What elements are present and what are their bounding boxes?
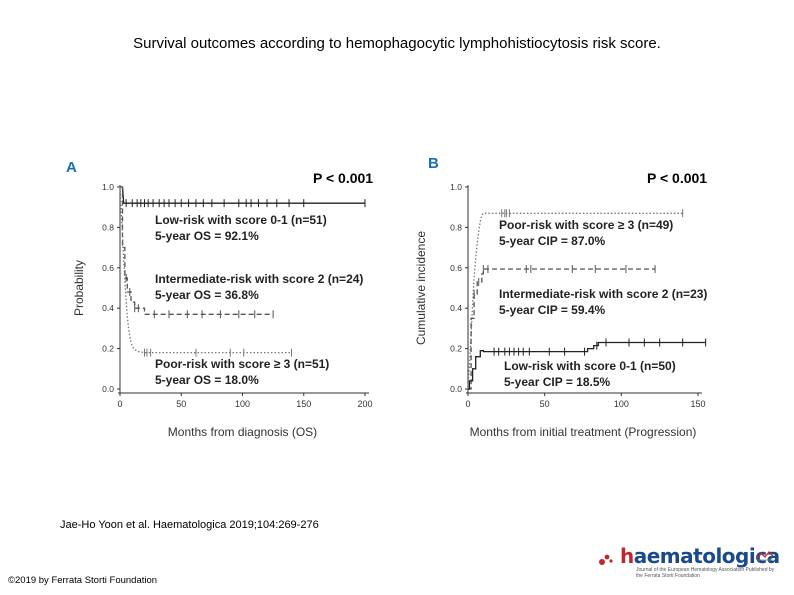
panel-label: A xyxy=(66,159,77,176)
logo-subtitle: Journal of the European Hematology Assoc… xyxy=(636,567,775,579)
x-tick-label: 0 xyxy=(465,399,470,409)
haematologica-logo: haematologica Journal of the European He… xyxy=(598,544,780,580)
series-label: Poor-risk with score ≥ 3 (n=51) xyxy=(155,357,329,371)
panel-b: B P < 0.001 0.0 0.2 0.4 0.6 0.8 1.0 0 50 100 150 Mon… xyxy=(405,150,735,450)
series-solid-line xyxy=(468,341,706,390)
p-value: P < 0.001 xyxy=(647,170,707,186)
x-axis-label: Months from diagnosis (OS) xyxy=(168,425,317,439)
series-dashed-line xyxy=(120,186,274,315)
y-tick-label: 0.8 xyxy=(450,222,462,232)
cif-chart-b: B P < 0.001 0.0 0.2 0.4 0.6 0.8 1.0 0 50 100 150 Mon… xyxy=(414,155,707,439)
x-tick-label: 150 xyxy=(690,399,705,409)
y-tick-label: 1.0 xyxy=(102,182,114,192)
logo-mark-icon xyxy=(599,554,613,565)
km-chart-a: A P < 0.001 0.0 0.2 0.4 0.6 0.8 1.0 0 50 100 150 200… xyxy=(66,159,373,439)
series-5yr-value: 5-year CIP = 59.4% xyxy=(499,303,606,317)
series-label: Intermediate-risk with score 2 (n=23) xyxy=(499,287,707,301)
panel-label: B xyxy=(428,155,439,172)
x-tick-label: 100 xyxy=(235,399,250,409)
citation: Jae-Ho Yoon et al. Haematologica 2019;10… xyxy=(60,519,319,531)
y-axis-label: Cumulative incidence xyxy=(414,231,428,345)
logo-wordmark-rest: aematologica xyxy=(633,544,780,568)
series-5yr-value: 5-year OS = 92.1% xyxy=(155,229,259,243)
y-tick-label: 0.8 xyxy=(102,222,114,232)
slide-title: Survival outcomes according to hemophago… xyxy=(133,35,661,52)
logo-wordmark-h: h xyxy=(620,544,634,568)
logo-wordmark: haematologica xyxy=(620,544,780,568)
series-dashed-line xyxy=(468,268,656,390)
x-tick-label: 0 xyxy=(117,399,122,409)
y-tick-label: 0.4 xyxy=(450,303,462,313)
y-axis-label: Probability xyxy=(72,260,86,316)
series-label: Poor-risk with score ≥ 3 (n=49) xyxy=(499,218,673,232)
x-tick-label: 150 xyxy=(296,399,311,409)
y-tick-label: 0.4 xyxy=(102,303,114,313)
copyright-notice: ©2019 by Ferrata Storti Foundation xyxy=(8,575,158,586)
series-label: Low-risk with score 0-1 (n=51) xyxy=(155,213,327,227)
p-value: P < 0.001 xyxy=(313,170,373,186)
x-axis-label: Months from initial treatment (Progressi… xyxy=(470,425,697,439)
panel-a: A P < 0.001 0.0 0.2 0.4 0.6 0.8 1.0 0 50 100 150 200… xyxy=(60,150,400,450)
x-tick-label: 50 xyxy=(540,399,550,409)
x-tick-label: 50 xyxy=(176,399,186,409)
series-5yr-value: 5-year OS = 36.8% xyxy=(155,288,259,302)
series-5yr-value: 5-year CIP = 18.5% xyxy=(504,375,611,389)
foundation-emblem-icon xyxy=(756,550,774,561)
series-label: Intermediate-risk with score 2 (n=24) xyxy=(155,272,363,286)
y-tick-label: 0.0 xyxy=(102,384,114,394)
y-tick-label: 0.2 xyxy=(450,344,462,354)
series-label: Low-risk with score 0-1 (n=50) xyxy=(504,359,676,373)
x-tick-label: 200 xyxy=(357,399,372,409)
y-tick-label: 1.0 xyxy=(450,182,462,192)
x-tick-label: 100 xyxy=(614,399,629,409)
y-tick-label: 0.2 xyxy=(102,344,114,354)
y-tick-label: 0.0 xyxy=(450,384,462,394)
series-solid-line xyxy=(120,186,365,204)
y-tick-label: 0.6 xyxy=(450,263,462,273)
series-5yr-value: 5-year CIP = 87.0% xyxy=(499,234,606,248)
series-5yr-value: 5-year OS = 18.0% xyxy=(155,373,259,387)
y-tick-label: 0.6 xyxy=(102,263,114,273)
series-dotted-line xyxy=(119,186,292,354)
